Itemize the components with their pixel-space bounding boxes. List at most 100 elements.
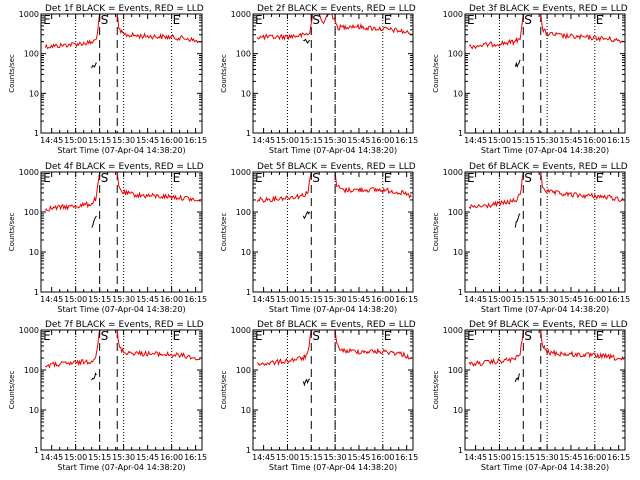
- plot-area: [256, 172, 412, 292]
- events-series-line: [303, 38, 311, 44]
- event-marker-s: S: [312, 171, 320, 185]
- events-series-line: [91, 62, 97, 69]
- event-marker-e-right: E: [384, 13, 392, 27]
- x-tick-label: 15:45: [136, 295, 159, 304]
- chart-title: Det 9f BLACK = Events, RED = LLD: [469, 320, 628, 330]
- event-marker-s: S: [101, 329, 109, 343]
- chart-title: Det 8f BLACK = Events, RED = LLD: [257, 320, 416, 330]
- x-tick-label: 16:15: [184, 453, 207, 462]
- x-tick-label: 15:15: [300, 136, 323, 145]
- y-tick-label: 100: [24, 50, 39, 59]
- x-tick-label: 15:00: [488, 453, 511, 462]
- y-axis-label: Counts/sec: [220, 213, 228, 252]
- y-axis-label: Counts/sec: [220, 371, 228, 410]
- event-marker-s: S: [524, 13, 532, 27]
- plot-frame: [464, 171, 626, 293]
- event-marker-s: S: [101, 13, 109, 27]
- x-tick-label: 15:45: [347, 453, 370, 462]
- x-tick-label: 15:15: [512, 295, 535, 304]
- x-tick-label: 15:00: [276, 453, 299, 462]
- x-tick-label: 15:45: [559, 295, 582, 304]
- y-tick-label: 1000: [443, 10, 463, 19]
- y-tick-label: 100: [24, 366, 39, 375]
- y-tick-label: 1: [34, 129, 39, 138]
- x-tick-label: 15:00: [64, 453, 87, 462]
- events-series-line: [91, 372, 97, 381]
- y-tick-label: 1: [246, 288, 251, 297]
- x-tick-label: 15:30: [536, 295, 559, 304]
- x-axis-label: Start Time (07-Apr-04 14:38:20): [57, 463, 185, 472]
- y-tick-label: 100: [448, 208, 463, 217]
- event-marker-e-right: E: [173, 329, 181, 343]
- y-tick-label: 10: [453, 89, 463, 98]
- x-axis-label: Start Time (07-Apr-04 14:38:20): [269, 463, 397, 472]
- y-axis-label: Counts/sec: [432, 54, 440, 93]
- y-axis-label: Counts/sec: [220, 54, 228, 93]
- y-tick-label: 1000: [231, 168, 251, 177]
- x-tick-label: 15:00: [488, 136, 511, 145]
- plot-frame: [40, 329, 203, 451]
- events-series-line: [514, 59, 521, 69]
- x-axis-label: Start Time (07-Apr-04 14:38:20): [269, 305, 397, 314]
- y-axis-label: Counts/sec: [432, 213, 440, 252]
- x-tick-label: 14:45: [252, 136, 275, 145]
- y-tick-label: 10: [241, 89, 251, 98]
- x-axis-label: Start Time (07-Apr-04 14:38:20): [57, 305, 185, 314]
- x-tick-label: 15:45: [347, 136, 370, 145]
- y-tick-label: 10: [241, 248, 251, 257]
- x-tick-label: 15:00: [276, 136, 299, 145]
- y-tick-label: 100: [236, 208, 251, 217]
- x-tick-label: 16:15: [184, 136, 207, 145]
- event-marker-s: S: [312, 13, 320, 27]
- event-marker-e-left: E: [255, 329, 263, 343]
- x-tick-label: 16:00: [583, 295, 606, 304]
- x-tick-label: 16:15: [607, 295, 630, 304]
- y-tick-label: 10: [453, 248, 463, 257]
- events-series-line: [514, 213, 521, 228]
- x-tick-label: 16:00: [371, 136, 394, 145]
- lld-series-line: [44, 14, 201, 50]
- event-marker-s: S: [524, 329, 532, 343]
- y-axis-label: Counts/sec: [432, 371, 440, 410]
- y-tick-label: 100: [448, 50, 463, 59]
- x-tick-label: 16:15: [395, 136, 418, 145]
- y-tick-label: 10: [29, 248, 39, 257]
- y-tick-label: 10: [241, 406, 251, 415]
- x-tick-label: 16:15: [395, 453, 418, 462]
- event-marker-e-right: E: [384, 329, 392, 343]
- plot-area: [256, 330, 412, 450]
- x-tick-label: 14:45: [464, 295, 487, 304]
- plot-area: [44, 330, 201, 450]
- x-tick-label: 14:45: [464, 453, 487, 462]
- y-axis-label: Counts/sec: [8, 54, 16, 93]
- y-tick-label: 10: [29, 406, 39, 415]
- x-axis-label: Start Time (07-Apr-04 14:38:20): [57, 146, 185, 155]
- x-tick-label: 15:30: [536, 453, 559, 462]
- y-tick-label: 1000: [19, 326, 39, 335]
- x-tick-label: 16:00: [160, 453, 183, 462]
- event-marker-e-left: E: [255, 13, 263, 27]
- events-series-line: [514, 373, 521, 383]
- plot-area: [256, 14, 412, 133]
- event-marker-e-left: E: [43, 171, 51, 185]
- lld-series-line: [469, 14, 624, 50]
- plot-frame: [40, 13, 203, 134]
- y-tick-label: 10: [453, 406, 463, 415]
- plot-frame: [40, 171, 203, 293]
- y-tick-label: 1000: [231, 326, 251, 335]
- y-tick-label: 1000: [19, 10, 39, 19]
- y-axis-label: Counts/sec: [8, 371, 16, 410]
- lld-series-line: [44, 172, 201, 212]
- x-tick-label: 16:00: [160, 295, 183, 304]
- y-tick-label: 1: [34, 288, 39, 297]
- y-tick-label: 1: [34, 446, 39, 455]
- x-tick-label: 15:15: [512, 136, 535, 145]
- x-tick-label: 15:30: [536, 136, 559, 145]
- x-tick-label: 15:30: [324, 295, 347, 304]
- chart-title: Det 7f BLACK = Events, RED = LLD: [45, 320, 204, 330]
- event-marker-e-right: E: [173, 171, 181, 185]
- x-tick-label: 15:15: [88, 295, 111, 304]
